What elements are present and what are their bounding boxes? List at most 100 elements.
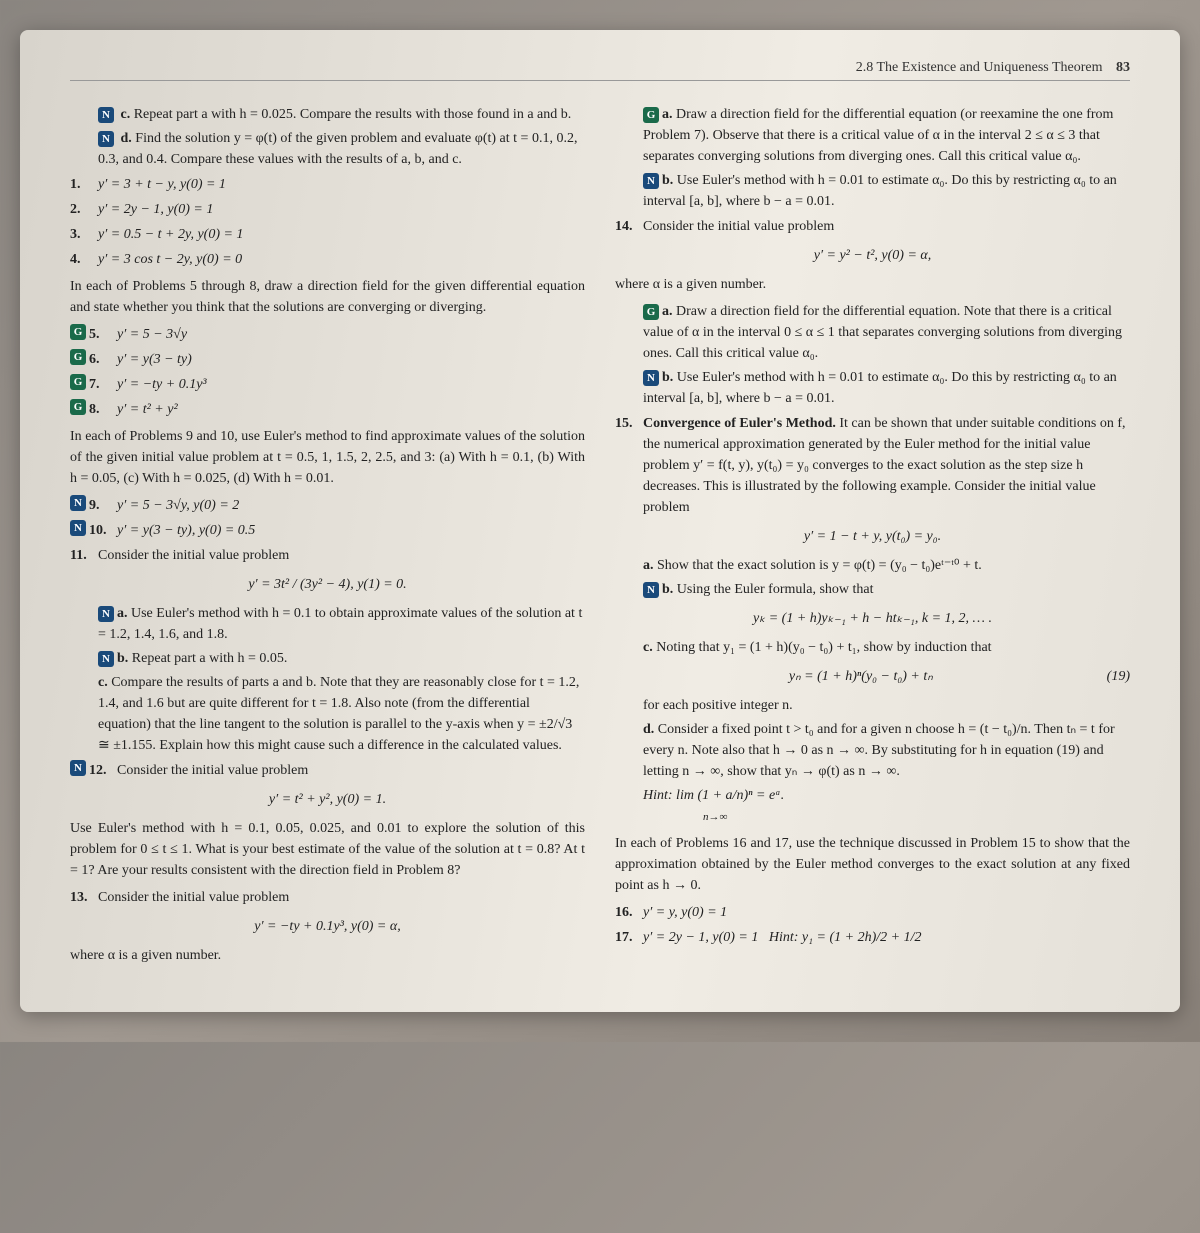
- badge-n: N: [98, 651, 114, 667]
- pnum: 6.: [89, 349, 117, 370]
- label-a: a.: [117, 606, 128, 621]
- eq-15c: yₙ = (1 + h)ⁿ(y₀ − t₀) + tₙ (19): [615, 666, 1130, 687]
- left-column: N c. Repeat part a with h = 0.025. Compa…: [70, 101, 585, 972]
- eq-text: yₙ = (1 + h)ⁿ(y₀ − t₀) + tₙ: [789, 669, 933, 684]
- eq: y′ = y(3 − ty), y(0) = 0.5: [117, 520, 255, 541]
- hint: Hint: y₁ = (1 + 2h)/2 + 1/2: [769, 927, 922, 948]
- badge-g: G: [70, 399, 86, 415]
- pnum: 2.: [70, 199, 98, 220]
- text: Consider the initial value problem: [98, 545, 289, 566]
- eq: y′ = 3 cos t − 2y, y(0) = 0: [98, 249, 242, 270]
- problem-2: 2.y′ = 2y − 1, y(0) = 1: [70, 199, 585, 220]
- badge-n: N: [643, 582, 659, 598]
- badge-g: G: [70, 324, 86, 340]
- p13-b: Nb. Use Euler's method with h = 0.01 to …: [615, 170, 1130, 212]
- pnum: 3.: [70, 224, 98, 245]
- p14-body: where α is a given number.: [615, 274, 1130, 295]
- problem-8: G8.y′ = t² + y²: [70, 399, 585, 420]
- eq: y′ = 2y − 1, y(0) = 1: [643, 927, 758, 948]
- badge-n: N: [643, 370, 659, 386]
- eq-12: y′ = t² + y², y(0) = 1.: [70, 789, 585, 810]
- pnum: 9.: [89, 495, 117, 516]
- para-16-17: In each of Problems 16 and 17, use the t…: [615, 833, 1130, 896]
- p15-title: Convergence of Euler's Method. It can be…: [643, 413, 1130, 518]
- problem-10: N10.y′ = y(3 − ty), y(0) = 0.5: [70, 520, 585, 541]
- sub-c: N c. Repeat part a with h = 0.025. Compa…: [70, 104, 585, 125]
- pnum: 8.: [89, 399, 117, 420]
- textbook-page: 2.8 The Existence and Uniqueness Theorem…: [20, 30, 1180, 1012]
- p14-a: Ga. Draw a direction field for the diffe…: [615, 301, 1130, 364]
- label-b: b.: [662, 173, 673, 188]
- eq-15b: yₖ = (1 + h)yₖ₋₁ + h − htₖ₋₁, k = 1, 2, …: [615, 608, 1130, 629]
- pnum: 11.: [70, 545, 98, 566]
- text: Noting that y₁ = (1 + h)(y₀ − t₀) + t₁, …: [656, 640, 991, 655]
- problem-7: G7.y′ = −ty + 0.1y³: [70, 374, 585, 395]
- hint-text: Hint: lim (1 + a/n)ⁿ = eᵃ.: [643, 788, 784, 803]
- badge-n: N: [70, 760, 86, 776]
- label-d: d.: [643, 722, 654, 737]
- para-5-8: In each of Problems 5 through 8, draw a …: [70, 276, 585, 318]
- badge-g: G: [70, 374, 86, 390]
- badge-n: N: [98, 606, 114, 622]
- label-b: b.: [662, 370, 673, 385]
- label-c: c.: [121, 107, 131, 122]
- eq-11: y′ = 3t² / (3y² − 4), y(1) = 0.: [70, 574, 585, 595]
- text: Using the Euler formula, show that: [677, 582, 874, 597]
- badge-g: G: [643, 304, 659, 320]
- text: Consider the initial value problem: [98, 887, 289, 908]
- problem-15: 15.Convergence of Euler's Method. It can…: [615, 413, 1130, 518]
- text: Compare the results of parts a and b. No…: [98, 675, 579, 753]
- problem-9: N9.y′ = 5 − 3√y, y(0) = 2: [70, 495, 585, 516]
- badge-n: N: [98, 131, 114, 147]
- eq: y′ = t² + y²: [117, 399, 178, 420]
- p14-b: Nb. Use Euler's method with h = 0.01 to …: [615, 367, 1130, 409]
- pnum: 17.: [615, 927, 643, 948]
- problem-16: 16.y′ = y, y(0) = 1: [615, 902, 1130, 923]
- page-number: 83: [1116, 60, 1130, 75]
- text: Use Euler's method with h = 0.1 to obtai…: [98, 606, 582, 642]
- label-a: a.: [662, 304, 673, 319]
- eq: y′ = 3 + t − y, y(0) = 1: [98, 174, 226, 195]
- text: Use Euler's method with h = 0.01 to esti…: [643, 173, 1117, 209]
- badge-n: N: [643, 173, 659, 189]
- eq: y′ = 5 − 3√y, y(0) = 2: [117, 495, 239, 516]
- p11-a: Na. Use Euler's method with h = 0.1 to o…: [70, 603, 585, 645]
- p13-a: Ga. Draw a direction field for the diffe…: [615, 104, 1130, 167]
- para-9-10: In each of Problems 9 and 10, use Euler'…: [70, 426, 585, 489]
- eq-15: y′ = 1 − t + y, y(t₀) = y₀.: [615, 526, 1130, 547]
- p15-c: c. Noting that y₁ = (1 + h)(y₀ − t₀) + t…: [615, 637, 1130, 658]
- two-column-layout: N c. Repeat part a with h = 0.025. Compa…: [70, 101, 1130, 972]
- p13-body: where α is a given number.: [70, 945, 585, 966]
- problem-14: 14.Consider the initial value problem: [615, 216, 1130, 237]
- badge-n: N: [98, 107, 114, 123]
- eq: y′ = −ty + 0.1y³: [117, 374, 207, 395]
- p15-c2: for each positive integer n.: [615, 695, 1130, 716]
- problem-13: 13.Consider the initial value problem: [70, 887, 585, 908]
- pnum: 16.: [615, 902, 643, 923]
- label-c: c.: [98, 675, 108, 690]
- problem-3: 3.y′ = 0.5 − t + 2y, y(0) = 1: [70, 224, 585, 245]
- text: Repeat part a with h = 0.025. Compare th…: [134, 107, 572, 122]
- text: Draw a direction field for the different…: [643, 304, 1122, 361]
- label-b: b.: [117, 651, 128, 666]
- text: Draw a direction field for the different…: [643, 107, 1113, 164]
- eq: y′ = 0.5 − t + 2y, y(0) = 1: [98, 224, 243, 245]
- pnum: 15.: [615, 413, 643, 518]
- text: Consider a fixed point t > t₀ and for a …: [643, 722, 1115, 779]
- pnum: 10.: [89, 520, 117, 541]
- p15-d: d. Consider a fixed point t > t₀ and for…: [615, 719, 1130, 782]
- eq-num: (19): [1107, 666, 1130, 687]
- p15-d-hint: Hint: lim (1 + a/n)ⁿ = eᵃ. n→∞: [615, 785, 1130, 827]
- badge-n: N: [70, 495, 86, 511]
- label-a: a.: [662, 107, 673, 122]
- right-column: Ga. Draw a direction field for the diffe…: [615, 101, 1130, 972]
- pnum: 5.: [89, 324, 117, 345]
- p15-a: a. Show that the exact solution is y = φ…: [615, 555, 1130, 576]
- hint-sub: n→∞: [643, 811, 727, 823]
- p11-b: Nb. Repeat part a with h = 0.05.: [70, 648, 585, 669]
- title-bold: Convergence of Euler's Method.: [643, 416, 836, 431]
- label-d: d.: [121, 131, 132, 146]
- badge-g: G: [643, 107, 659, 123]
- label-c: c.: [643, 640, 653, 655]
- text: Find the solution y = φ(t) of the given …: [98, 131, 577, 167]
